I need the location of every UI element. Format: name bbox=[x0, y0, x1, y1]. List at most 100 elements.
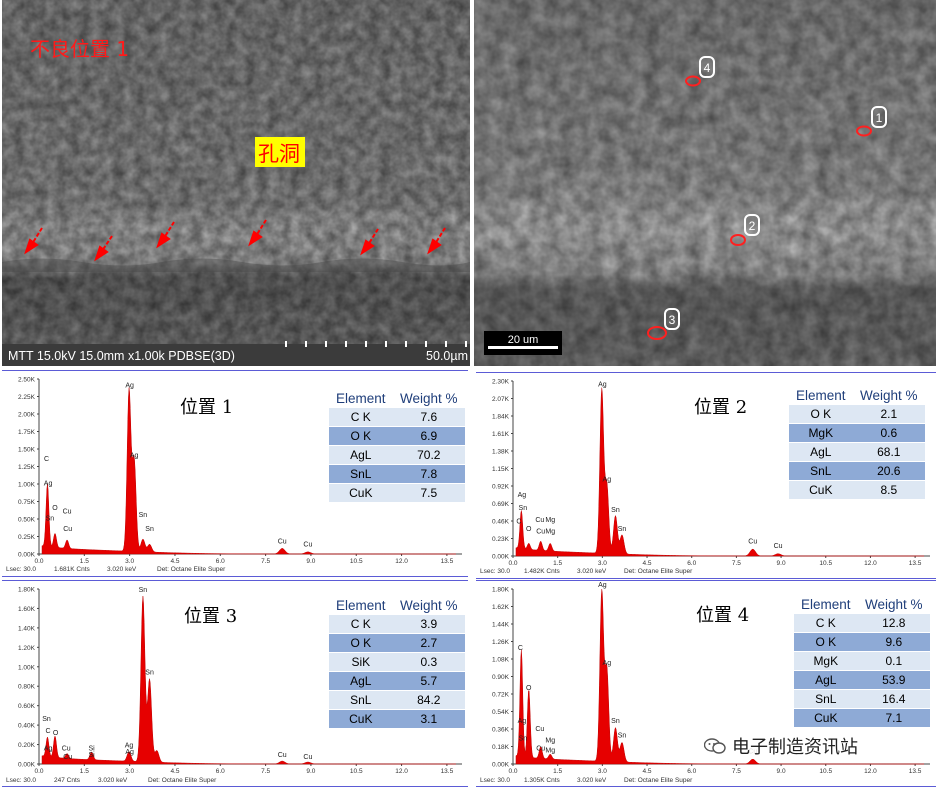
x-tick-label: 1.5 bbox=[553, 560, 562, 567]
footer-kev: 3.020 keV bbox=[98, 777, 128, 784]
scale-bar-label: 20 um bbox=[508, 334, 539, 346]
position-label: 位置 3 bbox=[184, 606, 238, 627]
eds-spectrum-3: 1.80K 1.60K 1.40K 1.20K 1.00K 0.80K 0.60K 0.40K… bbox=[18, 587, 462, 775]
footer-kev: 3.020 keV bbox=[577, 568, 607, 575]
peak-label: Cu bbox=[535, 726, 544, 733]
marker-4: 4 bbox=[685, 56, 715, 87]
eds-panel-1: 2.50K 2.25K 2.00K 1.75K 1.50K 1.25K 1.00K 0.75K… bbox=[2, 370, 468, 577]
x-tick-label: 12.0 bbox=[395, 768, 408, 775]
eds-panel-3: 1.80K 1.60K 1.40K 1.20K 1.00K 0.80K 0.60K 0.40K… bbox=[2, 580, 468, 787]
peak-label: Sn bbox=[618, 733, 627, 740]
x-tick-label: 6.0 bbox=[687, 768, 696, 775]
footer-cnts: 247 Cnts bbox=[54, 777, 81, 784]
peak-label: Mg bbox=[545, 747, 555, 754]
position-label: 位置 2 bbox=[694, 397, 748, 418]
element-table: Element Weight % C K 12.8 O K 9.6 MgK 0.1 Ag… bbox=[794, 596, 930, 727]
y-tick-label: 0.20K bbox=[18, 742, 36, 749]
x-tick-label: 6.0 bbox=[216, 558, 225, 565]
x-tick-label: 6.0 bbox=[216, 768, 225, 775]
x-tick-label: 13.5 bbox=[909, 768, 922, 775]
peak-label: Sn bbox=[139, 587, 148, 594]
footer-kev: 3.020 keV bbox=[577, 777, 607, 784]
peak-label: Cu bbox=[63, 526, 72, 533]
y-tick-label: 2.50K bbox=[18, 377, 36, 384]
x-tick-label: 12.0 bbox=[395, 558, 408, 565]
y-tick-label: 1.61K bbox=[492, 431, 510, 438]
arrow-icon bbox=[156, 221, 175, 249]
y-tick-label: 1.80K bbox=[492, 587, 510, 594]
peak-label: O bbox=[526, 526, 532, 533]
peak-label: C bbox=[518, 645, 523, 652]
y-tick-label: 1.26K bbox=[492, 639, 510, 646]
peak-label: Cu bbox=[63, 509, 72, 516]
element-header: Element bbox=[329, 390, 393, 408]
element-table: Element Weight % O K 2.1 MgK 0.6 AgL 68.1 Sn… bbox=[789, 387, 925, 499]
x-tick-label: 10.5 bbox=[819, 560, 832, 567]
table-row: AgL 68.1 bbox=[789, 442, 925, 462]
peak-label: Cu bbox=[536, 745, 545, 752]
position-label: 位置 1 bbox=[180, 397, 234, 418]
element-table: Element Weight % C K 3.9 O K 2.7 SiK 0.3 AgL… bbox=[329, 597, 465, 728]
y-tick-label: 2.30K bbox=[492, 379, 510, 386]
peak-label: Ag bbox=[130, 453, 139, 460]
footer-cnts: 1.681K Cnts bbox=[54, 566, 90, 573]
table-row: SnL 84.2 bbox=[329, 690, 465, 710]
y-tick-label: 0.50K bbox=[18, 517, 36, 524]
y-tick-label: 0.80K bbox=[18, 684, 36, 691]
footer-detector: Det: Octane Elite Super bbox=[624, 568, 693, 575]
x-tick-label: 1.5 bbox=[80, 558, 89, 565]
marker-3: 3 bbox=[647, 308, 680, 340]
table-row: MgK 0.1 bbox=[794, 651, 930, 671]
footer-lsec: Lsec: 30.0 bbox=[6, 566, 36, 573]
peak-label: Cu bbox=[535, 517, 544, 524]
marker-3-label: 3 bbox=[669, 313, 676, 327]
y-tick-label: 0.40K bbox=[18, 723, 36, 730]
peak-label: Sn bbox=[145, 526, 154, 533]
table-row: O K 9.6 bbox=[794, 632, 930, 652]
table-row: SnL 7.8 bbox=[329, 464, 465, 484]
peak-label: Cu bbox=[536, 528, 545, 535]
x-tick-label: 10.5 bbox=[819, 768, 832, 775]
wechat-icon bbox=[704, 737, 726, 755]
eds-spectrum-4: 1.80K 1.62K 1.44K 1.26K 1.08K 0.90K 0.72K 0.54K… bbox=[492, 582, 930, 775]
x-tick-label: 4.5 bbox=[643, 768, 652, 775]
peak-label: Sn bbox=[611, 507, 620, 514]
peak-label: C bbox=[46, 728, 51, 735]
peak-label: Mg bbox=[545, 528, 555, 535]
footer-detector: Det: Octane Elite Super bbox=[148, 777, 217, 784]
sem-image-right: 20 um 1 2 3 4 bbox=[474, 0, 936, 366]
x-tick-label: 9.0 bbox=[777, 768, 786, 775]
table-row: AgL 53.9 bbox=[794, 670, 930, 690]
spectrum-series bbox=[41, 596, 456, 765]
sem-title: 不良位置 1 bbox=[30, 37, 129, 61]
arrow-icon bbox=[24, 227, 43, 255]
sem-right-svg: 20 um 1 2 3 4 bbox=[474, 0, 936, 366]
arrow-icon bbox=[248, 219, 267, 247]
x-tick-label: 9.0 bbox=[306, 768, 315, 775]
table-row: O K 2.7 bbox=[329, 633, 465, 653]
peak-label: Si bbox=[88, 745, 95, 752]
peak-label: Cu bbox=[774, 543, 783, 550]
watermark-text: 电子制造资讯站 bbox=[732, 733, 858, 759]
hole-label: 孔洞 bbox=[258, 142, 300, 166]
y-tick-label: 1.00K bbox=[18, 482, 36, 489]
y-tick-label: 1.20K bbox=[18, 645, 36, 652]
y-tick-label: 2.00K bbox=[18, 412, 36, 419]
table-row: CuK 7.1 bbox=[794, 708, 930, 727]
peak-label: Ag bbox=[44, 481, 53, 488]
y-tick-label: 1.00K bbox=[18, 664, 36, 671]
y-tick-label: 1.80K bbox=[18, 587, 36, 594]
y-tick-label: 1.50K bbox=[18, 447, 36, 454]
peak-label: Sn bbox=[611, 718, 620, 725]
x-tick-label: 9.0 bbox=[777, 560, 786, 567]
peak-label: Sn bbox=[46, 516, 55, 523]
footer-cnts: 1.305K Cnts bbox=[524, 777, 560, 784]
sem-scale-text: 50.0µm bbox=[426, 349, 468, 363]
table-row: AgL 5.7 bbox=[329, 671, 465, 691]
table-row: MgK 0.6 bbox=[789, 423, 925, 443]
x-tick-label: 0.0 bbox=[508, 560, 517, 567]
table-row: O K 2.1 bbox=[789, 404, 925, 424]
eds-spectrum-1: 2.50K 2.25K 2.00K 1.75K 1.50K 1.25K 1.00K 0.75K… bbox=[18, 377, 462, 565]
peak-label: Sn bbox=[618, 526, 627, 533]
x-tick-label: 10.5 bbox=[350, 768, 363, 775]
